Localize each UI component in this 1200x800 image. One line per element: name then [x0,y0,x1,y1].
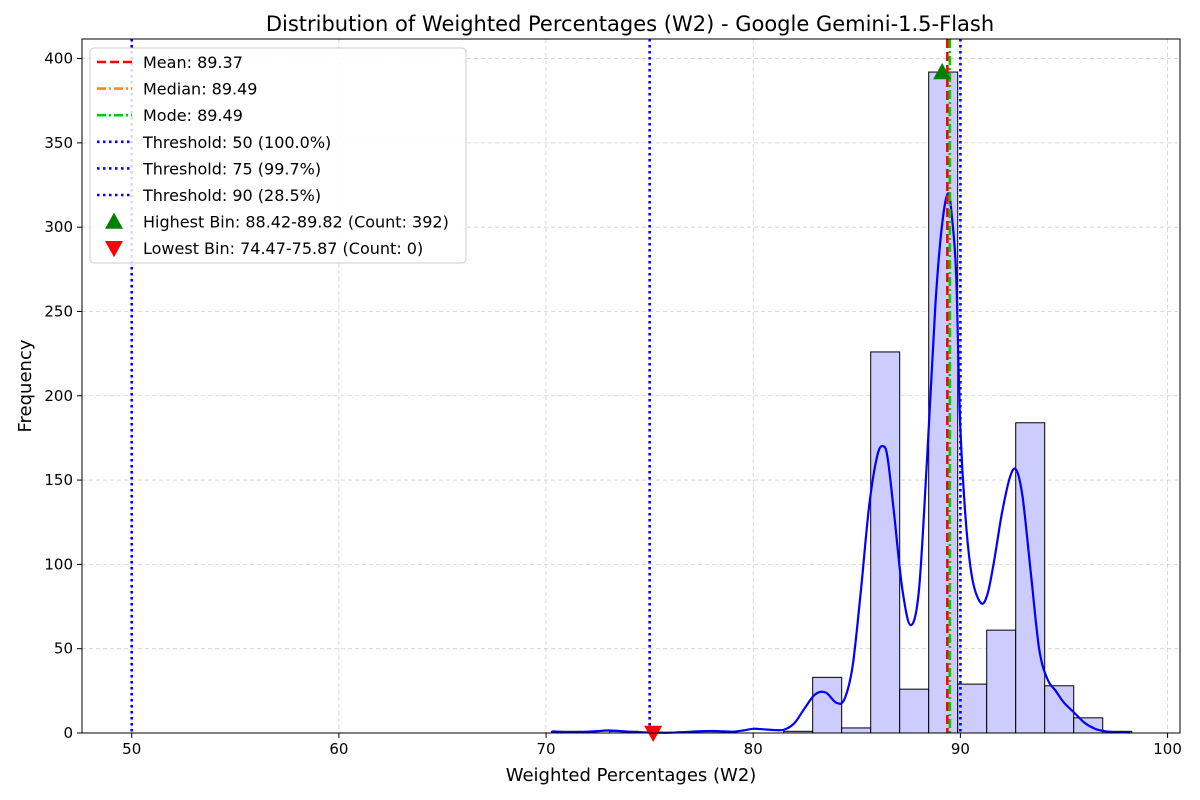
axis-ticks: 50 60 70 80 90 100 0 50 100 150 200 250 300 350 400 [44,50,1182,758]
histogram-bar [1015,422,1046,734]
histogram-bar [812,676,843,734]
bin-marker [644,725,663,742]
legend-label: Lowest Bin: 74.47-75.87 (Count: 0) [143,239,423,258]
x-tick-label: 90 [951,740,970,758]
plot-frame [81,38,1181,734]
legend-label: Threshold: 50 (100.0%) [142,133,331,152]
y-tick-label: 350 [44,134,73,152]
y-tick-label: 0 [63,724,73,742]
y-tick-label: 300 [44,218,73,236]
y-tick-label: 200 [44,387,73,405]
histogram-bar [928,71,959,734]
y-tick-label: 50 [54,640,73,658]
x-tick-label: 50 [122,740,141,758]
bin-markers [644,63,952,742]
histogram-bar [986,629,1017,734]
x-tick-label: 80 [744,740,763,758]
chart-title: Distribution of Weighted Percentages (W2… [266,12,994,36]
legend-label: Median: 89.49 [143,80,257,99]
kde-line [552,192,1131,734]
y-axis-title: Frequency [15,339,36,432]
y-tick-label: 150 [44,471,73,489]
kde-curve [552,192,1131,734]
legend-swatch [105,212,123,229]
legend-label: Mean: 89.37 [143,53,243,72]
x-axis-title: Weighted Percentages (W2) [506,765,757,786]
legend-swatch [105,241,123,258]
legend: Mean: 89.37 Median: 89.49 Mode: 89.49 Thres… [89,47,467,264]
legend-label: Threshold: 75 (99.7%) [142,159,321,178]
x-tick-label: 60 [329,740,348,758]
histogram-bar [870,351,901,734]
x-tick-label: 100 [1153,740,1182,758]
y-tick-label: 400 [44,50,73,68]
bin-marker [933,63,952,80]
histogram-bars [551,71,1133,734]
y-tick-label: 250 [44,302,73,320]
histogram-bar [899,688,930,734]
legend-label: Highest Bin: 88.42-89.82 (Count: 392) [143,213,449,232]
x-tick-label: 70 [537,740,556,758]
histogram-bar [841,727,872,734]
legend-box [89,47,467,264]
histogram-bar [1044,685,1075,734]
y-tick-label: 100 [44,555,73,573]
legend-label: Threshold: 90 (28.5%) [142,186,321,205]
histogram-bar [957,683,988,734]
legend-label: Mode: 89.49 [143,106,243,125]
